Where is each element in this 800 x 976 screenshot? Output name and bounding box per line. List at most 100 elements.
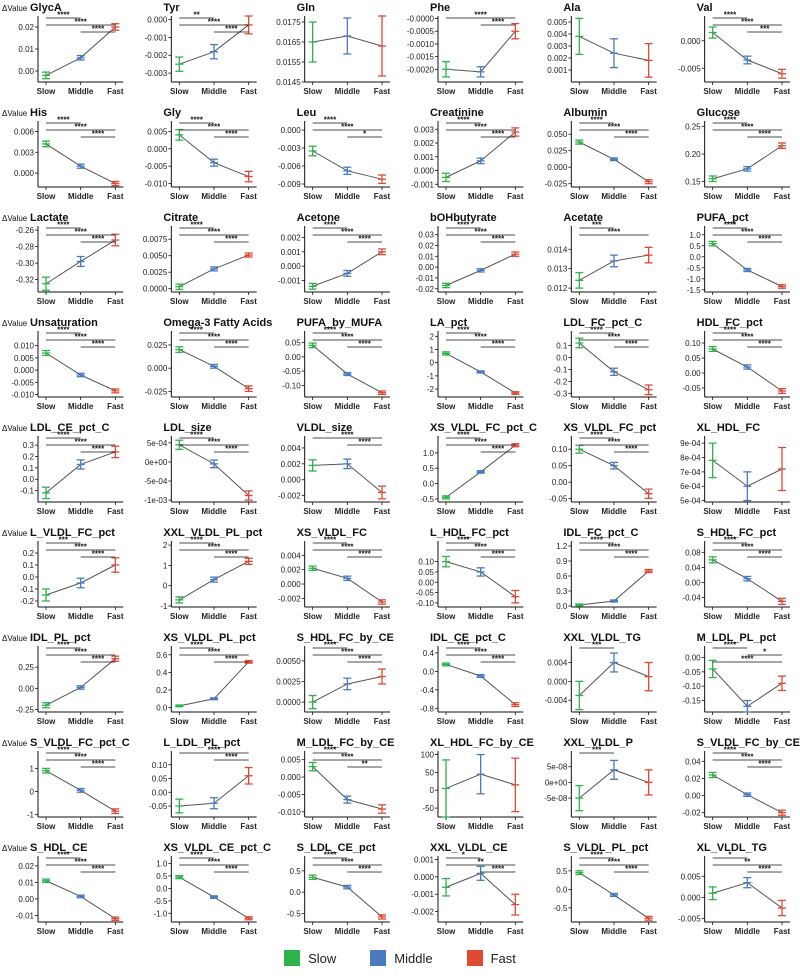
x-tick-label: Middle <box>201 87 227 96</box>
y-tick-label: 0.002 <box>281 460 302 469</box>
significance-label: **** <box>74 333 87 342</box>
significance-label: **** <box>474 333 487 342</box>
y-tick-label: 0.02 <box>418 241 434 250</box>
x-tick-label: Middle <box>601 87 627 96</box>
y-tick-label: 0e+00 <box>545 778 568 787</box>
y-tick-label: -0.005 <box>145 162 168 171</box>
y-axis-label: ΔValue <box>2 4 28 13</box>
y-tick-label: 0.6 <box>156 651 168 660</box>
subplot-title: Unsaturation <box>30 317 98 329</box>
y-tick-label: 0.00 <box>418 263 434 272</box>
x-tick-label: Middle <box>68 192 94 201</box>
y-tick-label: 0.004 <box>281 551 302 560</box>
error-bar-fast <box>644 246 653 264</box>
y-tick-label: 0.000 <box>414 167 435 176</box>
y-tick-label: 0.0 <box>690 253 702 262</box>
significance-label: **** <box>341 543 354 552</box>
x-tick-label: Slow <box>703 717 722 726</box>
significance-label: **** <box>190 326 203 335</box>
x-tick-label: Slow <box>37 927 56 936</box>
significance-label: **** <box>758 340 771 349</box>
y-tick-label: 0.2 <box>23 452 35 461</box>
error-bar-slow <box>175 129 184 141</box>
significance-label: **** <box>625 550 638 559</box>
y-tick-label: 1 <box>163 561 168 570</box>
y-tick-label: 0.10 <box>552 445 568 454</box>
significance-label: **** <box>758 235 771 244</box>
y-tick-label: 0.000 <box>281 476 302 485</box>
error-bar-fast <box>777 675 786 692</box>
error-bar-slow <box>175 346 184 354</box>
subplot-title: S_HDL_FC_pct <box>697 527 777 539</box>
significance-label: **** <box>74 123 87 132</box>
x-tick-label: Fast <box>107 297 124 306</box>
x-tick-label: Middle <box>68 612 94 621</box>
y-tick-label: 0.3 <box>556 587 568 596</box>
significance-label: **** <box>190 536 203 545</box>
x-tick-label: Slow <box>37 192 56 201</box>
y-tick-label: 0.005 <box>147 127 168 136</box>
x-tick-label: Slow <box>170 612 189 621</box>
y-tick-label: -0.002 <box>411 908 434 917</box>
significance-label: **** <box>225 25 238 34</box>
x-tick-label: Fast <box>240 87 257 96</box>
error-bar-middle <box>476 66 485 78</box>
subplot-title: L_HDL_FC_pct <box>430 527 509 539</box>
y-tick-label: 1 <box>30 764 35 773</box>
error-bar-middle <box>743 165 752 172</box>
x-tick-label: Middle <box>335 87 361 96</box>
y-tick-label: -0.15 <box>682 697 701 706</box>
significance-label: **** <box>741 333 754 342</box>
y-tick-label: 100 <box>421 751 435 760</box>
error-bar-middle <box>209 43 218 60</box>
significance-label: ** <box>362 760 369 769</box>
x-tick-label: Slow <box>570 192 589 201</box>
y-tick-label: 0 <box>30 788 35 797</box>
significance-label: **** <box>474 438 487 447</box>
significance-label: **** <box>225 235 238 244</box>
significance-label: **** <box>190 116 203 125</box>
y-tick-label: -0.3 <box>554 389 568 398</box>
x-tick-label: Slow <box>170 507 189 516</box>
significance-label: **** <box>608 858 621 867</box>
y-tick-label: 0.0 <box>556 353 568 362</box>
subplot-title: M_LDL_FC_by_CE <box>297 737 395 749</box>
error-bar-slow <box>441 495 450 500</box>
x-tick-label: Middle <box>68 822 94 831</box>
significance-label: **** <box>190 851 203 860</box>
y-tick-label: 0.050 <box>547 130 568 139</box>
y-tick-label: 0.00 <box>685 653 701 662</box>
significance-label: * <box>763 648 767 657</box>
significance-label: **** <box>608 438 621 447</box>
y-tick-label: 0.000 <box>14 169 35 178</box>
series-line <box>445 561 516 598</box>
significance-label: **** <box>590 431 603 440</box>
error-bar-fast <box>111 557 120 573</box>
y-tick-label: 0 <box>163 582 168 591</box>
y-tick-label: 50 <box>425 768 434 777</box>
error-bar-middle <box>476 865 485 881</box>
error-bar-slow <box>42 140 50 148</box>
y-tick-label: 0.01 <box>418 252 434 261</box>
y-tick-label: -0.5 <box>420 495 434 504</box>
x-tick-label: Fast <box>240 192 257 201</box>
error-bar-fast <box>377 174 386 185</box>
series-line <box>45 26 116 76</box>
significance-label: **** <box>457 536 470 545</box>
error-bar-slow <box>575 680 584 711</box>
y-tick-label: 0.9 <box>556 557 568 566</box>
y-tick-label: 0.000 <box>281 773 302 782</box>
x-tick-label: Slow <box>703 402 722 411</box>
subplot-title: IDL_FC_pct_C <box>563 527 638 539</box>
y-tick-label: -1.0 <box>687 275 701 284</box>
y-tick-label: 0.05 <box>285 338 301 347</box>
chart-legend: Slow Middle Fast <box>0 946 800 970</box>
series-line <box>712 243 783 287</box>
error-bar-fast <box>377 485 386 500</box>
subplot-creatinine: Creatinine 0.003 0.002 0.001 0.000 -0.001Slow… <box>411 107 524 201</box>
subplot-title: Albumin <box>563 107 607 119</box>
